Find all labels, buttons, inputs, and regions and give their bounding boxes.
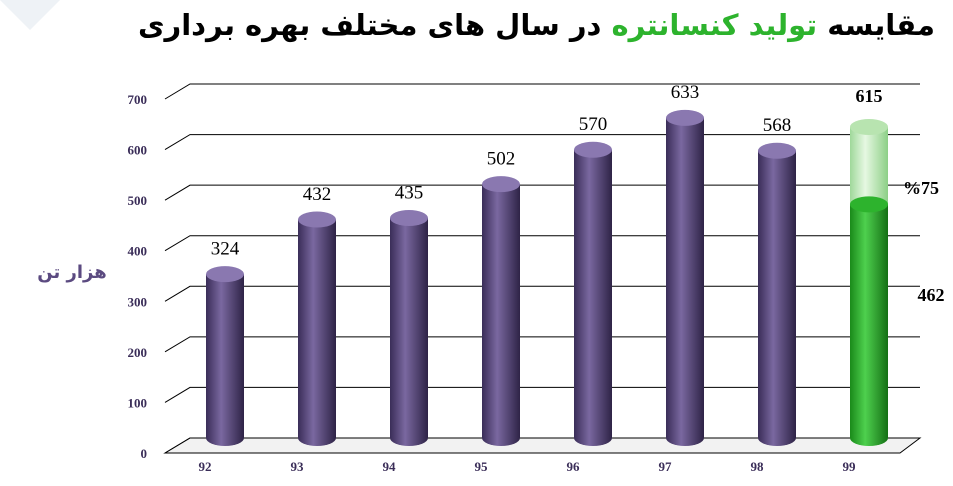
grid-line [164,336,920,353]
value-label: 324 [211,239,240,260]
value-label: 435 [395,182,424,203]
y-tick-label: 100 [128,395,148,410]
x-tick-label: 99 [843,459,857,474]
value-label: 570 [579,114,608,135]
bar-top [298,211,336,228]
x-tick-label: 93 [291,459,305,474]
y-tick-label: 0 [141,446,148,461]
value-label: 462 [918,285,945,305]
grid-line [164,184,920,201]
x-tick-label: 97 [659,459,673,474]
grid-line [164,83,920,100]
bar-top [206,266,244,283]
y-axis-label: هزار تن [37,262,106,283]
value-label: 615 [856,86,883,106]
grid-line [164,386,920,403]
y-tick-label: 500 [128,193,148,208]
y-tick-label: 600 [128,143,148,158]
x-tick-label: 98 [751,459,765,474]
decoration [0,0,60,30]
bar [850,204,888,438]
bar [482,184,520,438]
y-tick-label: 300 [128,294,148,309]
value-label: 633 [671,82,700,103]
x-tick-label: 95 [475,459,489,474]
grid-line [164,235,920,252]
annotation: %75 [903,178,939,198]
title-part: مقایسه [827,8,935,42]
bar-top [758,142,796,159]
y-tick-label: 400 [128,244,148,259]
grid-line [164,285,920,302]
y-tick-label: 700 [128,92,148,107]
bar [758,150,796,439]
bar-top [482,176,520,193]
bar [574,149,612,438]
bar-top [574,141,612,158]
bar-top [850,118,888,135]
chart-title: مقایسه تولید کنسانتره در سال های مختلف ب… [138,8,935,42]
y-tick-label: 200 [128,345,148,360]
x-tick-label: 96 [567,459,581,474]
x-tick-label: 94 [383,459,397,474]
value-label: 432 [303,184,332,205]
grid-line [164,134,920,151]
title-part: تولید کنسانتره [611,8,818,42]
bar-top [390,210,428,227]
bar [666,117,704,438]
bar-top [850,196,888,213]
title-part: در سال های مختلف بهره برداری [137,8,602,42]
value-label: 502 [487,148,516,169]
bar-top [666,109,704,126]
bar [298,219,336,438]
bar [390,218,428,438]
x-tick-label: 92 [199,459,212,474]
bar [206,274,244,438]
value-label: 568 [763,115,792,136]
floor [163,437,922,454]
